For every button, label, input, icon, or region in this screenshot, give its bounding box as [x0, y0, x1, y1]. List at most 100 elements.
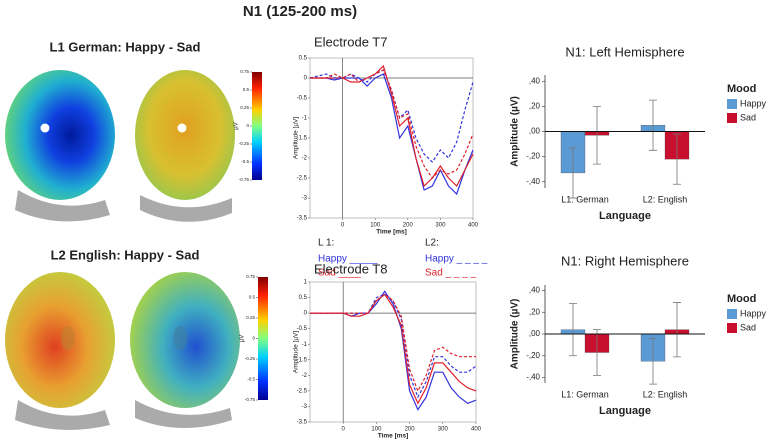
- colorbar-tick-label: 0.25: [246, 315, 255, 320]
- error-bar: [569, 303, 577, 357]
- colorbar-tick-label: 0.25: [240, 105, 249, 110]
- legend-swatch: [727, 309, 737, 319]
- colorbar-tick-label: 0.75: [240, 69, 249, 74]
- colorbar-tick-label: -0.5: [241, 159, 249, 164]
- colorbar-unit: µV: [234, 122, 240, 129]
- error-bar: [673, 302, 681, 358]
- error-bar: [569, 147, 577, 199]
- legend-swatch: [727, 323, 737, 333]
- heads: [5, 70, 235, 222]
- chart-title: N1: Right Hemisphere: [561, 253, 689, 268]
- legend-label: Happy: [740, 308, 767, 318]
- legend-title: Mood: [727, 83, 756, 95]
- y-tick-label: -,20: [526, 152, 540, 161]
- chart-title: N1: Left Hemisphere: [565, 44, 684, 59]
- legend-item: Sad ____: [318, 268, 361, 279]
- y-axis-label: Amplitude [µV]: [293, 331, 300, 374]
- figure-title: N1 (125-200 ms): [243, 3, 357, 20]
- x-tick-label: 100: [370, 223, 381, 229]
- colorbar-tick-label: 0: [252, 336, 255, 341]
- y-tick-label: 0: [304, 76, 308, 82]
- x-axis-label: Language: [599, 405, 651, 417]
- colorbar-unit: µV: [240, 335, 246, 342]
- y-axis-label: Amplitude (µV): [510, 96, 521, 167]
- y-tick-label: 0.5: [299, 56, 308, 62]
- y-tick-label: ,40: [529, 286, 541, 295]
- legend-swatch: [727, 99, 737, 109]
- topomap-label: L2 English: Happy - Sad: [51, 247, 200, 262]
- erp-line: [309, 69, 474, 163]
- y-tick-label: -,40: [526, 177, 540, 186]
- x-tick-label: 0: [341, 223, 345, 229]
- error-bar: [593, 329, 601, 376]
- x-tick-label: 300: [438, 427, 449, 433]
- y-tick-label: -2.5: [297, 176, 308, 182]
- colorbar-tick-label: -0.5: [247, 377, 255, 382]
- colorbar-tick-label: -0.75: [239, 177, 250, 182]
- y-tick-label: -1: [302, 342, 308, 348]
- erp-line: [310, 290, 477, 411]
- y-tick-label: -2: [302, 373, 308, 379]
- y-tick-label: -,20: [526, 351, 540, 360]
- y-tick-label: 1: [304, 280, 308, 286]
- colorbar-tick-label: -0.25: [239, 141, 250, 146]
- y-tick-label: -3: [302, 404, 308, 410]
- x-tick-label: 400: [471, 427, 482, 433]
- y-tick-label: ,00: [529, 127, 541, 136]
- y-axis-label: Amplitude [µV]: [293, 117, 300, 160]
- chart-title: Electrode T7: [314, 34, 387, 49]
- x-tick-label: 200: [405, 427, 416, 433]
- error-bar: [649, 337, 657, 385]
- y-tick-label: -3: [302, 196, 308, 202]
- x-axis-label: Time [ms]: [376, 229, 407, 236]
- y-tick-label: -0.5: [297, 96, 308, 102]
- x-tick-label: 400: [468, 223, 479, 229]
- y-tick-label: -1.5: [297, 357, 308, 363]
- chart-title: Electrode T8: [314, 261, 387, 276]
- x-axis-label: Time [ms]: [378, 433, 409, 439]
- y-tick-label: -1.5: [297, 136, 308, 142]
- legend-group-label: L2:: [425, 238, 439, 249]
- y-tick-label: -2: [302, 156, 308, 162]
- y-tick-label: -1: [302, 116, 308, 122]
- colorbar-tick-label: -0.75: [245, 397, 256, 402]
- erp-line: [310, 293, 477, 399]
- colorbar: [252, 72, 262, 180]
- y-tick-label: ,00: [529, 329, 541, 338]
- x-tick-label: 100: [371, 427, 382, 433]
- y-tick-label: -3.5: [297, 216, 308, 222]
- legend-group-label: L 1:: [318, 238, 334, 249]
- y-tick-label: -2.5: [297, 388, 308, 394]
- y-axis-label: Amplitude (µV): [510, 299, 521, 370]
- x-tick-label: 0: [342, 427, 346, 433]
- colorbar-tick-label: 0.5: [249, 295, 256, 300]
- x-tick-label: L1: German: [561, 194, 609, 204]
- x-tick-label: 200: [403, 223, 414, 229]
- erp-line: [310, 64, 474, 188]
- legend-label: Sad: [740, 112, 756, 122]
- legend-title: Mood: [727, 293, 756, 305]
- erp-line: [310, 293, 476, 393]
- error-bar: [673, 133, 681, 185]
- error-bar: [649, 99, 657, 151]
- erp-line: [310, 69, 474, 179]
- x-tick-label: 300: [435, 223, 446, 229]
- y-tick-label: ,20: [529, 307, 541, 316]
- erp-line: [310, 73, 474, 196]
- x-tick-label: L2: English: [643, 194, 688, 204]
- x-tick-label: L2: English: [643, 389, 688, 399]
- legend-item: Sad _ _ _ _: [425, 268, 477, 279]
- y-tick-label: -0.5: [297, 326, 308, 332]
- colorbar-tick-label: 0.5: [243, 87, 250, 92]
- colorbar-tick-label: -0.25: [245, 356, 256, 361]
- topomap-label: L1 German: Happy - Sad: [50, 39, 201, 54]
- legend-label: Happy: [740, 98, 767, 108]
- colorbar-tick-label: 0.75: [246, 274, 255, 279]
- x-axis-label: Language: [599, 210, 651, 222]
- y-tick-label: 0.5: [299, 295, 308, 301]
- heads: [5, 272, 240, 430]
- legend-item: Happy _____: [318, 254, 378, 265]
- colorbar: [258, 277, 268, 400]
- y-tick-label: ,20: [529, 101, 541, 110]
